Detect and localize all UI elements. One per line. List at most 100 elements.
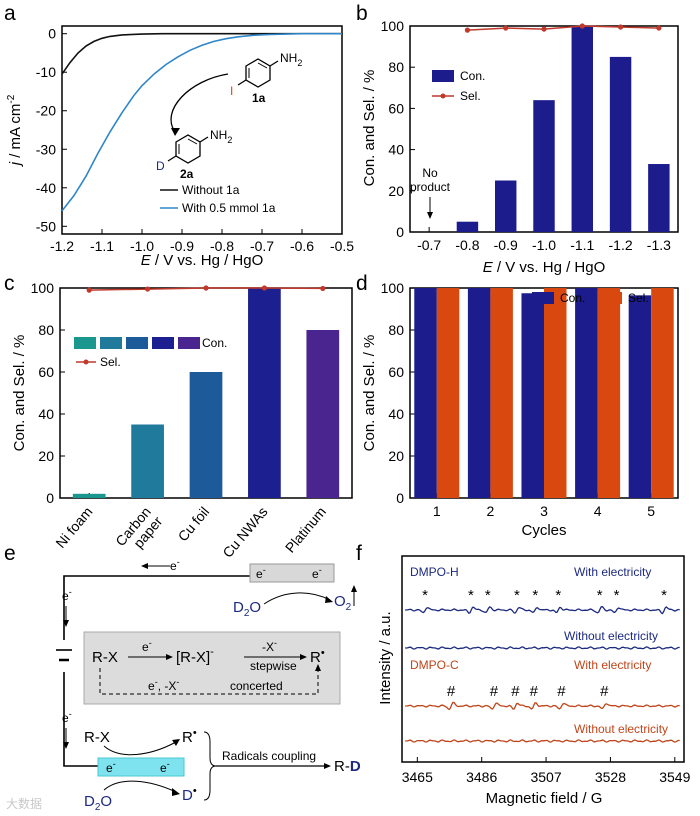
spectrum-dmpo-h-with-peak-marker: * xyxy=(514,587,520,604)
panel-b-sel-point xyxy=(464,27,471,33)
panel-b-sel-point xyxy=(579,23,585,29)
panel-c-ytick-label: 80 xyxy=(38,322,54,338)
panel-c-category-line: Cu foil xyxy=(175,504,213,545)
legend-label-con-b: Con. xyxy=(460,69,485,83)
panel-b-sel-point xyxy=(656,25,662,31)
spectrum-dmpo-c-without xyxy=(405,739,680,743)
panel-a-xtick-label: -0.6 xyxy=(290,238,314,254)
o2-gas-arrow-head xyxy=(351,585,357,592)
panel-a-ytick-label: -30 xyxy=(36,141,56,157)
panel-c-category-label: Ni foam xyxy=(52,504,95,551)
panel-b-category-label: -1.2 xyxy=(609,237,633,253)
legend-marker-sel-b xyxy=(440,93,446,99)
legend-label-sel-c: Sel. xyxy=(100,355,121,369)
panel-letter-e: e xyxy=(4,542,16,565)
spectrum-dmpo-h-with-peak-marker: * xyxy=(614,587,620,604)
panel-d-ytick-label: 20 xyxy=(388,448,404,464)
spectrum-dmpo-c-with-peak-marker: # xyxy=(490,683,499,700)
panel-d-bar-con xyxy=(414,288,437,498)
reaction-arrow-head xyxy=(171,128,180,136)
coupling-arrow-head xyxy=(324,763,331,769)
electron-label-left-1: e- xyxy=(62,587,72,603)
panel-d-ytick-label: 100 xyxy=(381,280,405,296)
panel-c-ytick-label: 0 xyxy=(46,490,54,506)
panel-b-chart: 0 20 40 60 80 100 -0.7 -0.8 -0.9 -1.0 -1.1 -1.2 -1.3… xyxy=(361,18,679,276)
spectrum-dmpo-h-with-peak-marker: * xyxy=(468,587,474,604)
legend-swatch-sel-d xyxy=(600,292,622,304)
mechanism-box xyxy=(83,631,341,705)
panel-d-bar-con xyxy=(628,295,652,498)
panel-b-bar-con xyxy=(609,56,632,233)
anode-electrode xyxy=(249,563,335,583)
panel-c-category-label: Carbonpaper xyxy=(112,503,165,558)
panel-a-xtick-label: -1.0 xyxy=(130,238,154,254)
label-h-without: Without electricity xyxy=(564,629,658,643)
cathode-electron-right: e- xyxy=(160,759,170,775)
spectrum-dmpo-c-with-peak-marker: # xyxy=(447,683,456,700)
panel-b-ytick-label: 100 xyxy=(381,18,405,34)
panel-c-bar-con xyxy=(72,493,106,498)
spectrum-dmpo-h-with-peak-marker: * xyxy=(597,587,603,604)
legend-swatch-con-c xyxy=(74,337,96,349)
spectrum-dmpo-c-with-peak-marker: # xyxy=(557,683,566,700)
panel-f-xtick-label: 3528 xyxy=(595,769,626,785)
legend-swatch-con-c xyxy=(126,337,148,349)
legend-label-con-c: Con. xyxy=(202,336,227,350)
panel-a-xtick-label: -0.9 xyxy=(170,238,194,254)
watermark: 大数据 xyxy=(6,796,42,811)
molecule-2a-deut: D xyxy=(156,159,165,173)
panel-c-bar-con xyxy=(248,288,281,498)
electron-arrow-top-head xyxy=(141,563,148,569)
panel-c-category-line: Ni foam xyxy=(52,504,95,551)
molecule-2a-label: 2a xyxy=(180,167,194,181)
label-c-with: With electricity xyxy=(574,658,651,672)
panel-c-sel-point xyxy=(261,285,267,291)
spectrum-dmpo-c-with-peak-marker: # xyxy=(511,683,520,700)
panel-letter-c: c xyxy=(4,272,15,295)
no-product-line1: No xyxy=(422,166,438,180)
mech-concerted-path xyxy=(99,668,319,695)
panel-f-ylabel: Intensity / a.u. xyxy=(377,611,394,704)
panel-b-bar-con xyxy=(494,180,517,232)
spectrum-dmpo-h-with-peak-marker: * xyxy=(661,587,667,604)
panel-b-bar-con xyxy=(648,164,670,232)
panel-c-category-label: Platinum xyxy=(282,504,329,556)
panel-c-category-line: Platinum xyxy=(282,504,329,556)
panel-d-bar-sel xyxy=(436,288,460,498)
panel-c-sel-point xyxy=(320,285,326,292)
label-dmpo-c: DMPO-C xyxy=(410,658,459,672)
panel-b-category-label: -1.1 xyxy=(570,237,594,253)
label-dmpo-h: DMPO-H xyxy=(410,565,459,579)
panel-a-ylabel-var: j xyxy=(7,161,24,167)
panel-c-ylabel: Con. and Sel. / % xyxy=(11,335,28,452)
panel-d-category-label: 3 xyxy=(540,503,548,519)
coupling-product: R-D xyxy=(334,758,361,775)
panel-a-xtick-label: -0.7 xyxy=(250,238,274,254)
panel-b-sel-point xyxy=(541,26,547,32)
panel-b-ytick-label: 60 xyxy=(388,100,404,116)
panel-letter-a: a xyxy=(4,2,16,25)
panel-b-ytick-label: 20 xyxy=(388,183,404,199)
panel-c-bar-con xyxy=(131,424,164,498)
panel-e-scheme: e- e- e- e- e- D2O O2 R-X e- [R-X]- -X- … xyxy=(56,557,361,813)
molecule-1a: NH2 I 1a xyxy=(230,51,302,105)
panel-d-bar-con xyxy=(467,288,491,498)
spectrum-dmpo-h-with xyxy=(405,606,680,615)
anode-d2o: D2O xyxy=(233,599,261,619)
mech-concerted: concerted xyxy=(230,679,283,693)
panel-d-ytick-label: 40 xyxy=(388,406,404,422)
spectrum-dmpo-c-with-peak-marker: # xyxy=(600,683,609,700)
panel-c-ytick-label: 60 xyxy=(38,364,54,380)
panel-b-category-label: -1.0 xyxy=(532,237,556,253)
mech-stepwise: stepwise xyxy=(250,659,297,673)
mech-concerted-label: e-, -X- xyxy=(148,677,179,693)
panel-d-category-label: 4 xyxy=(594,503,602,519)
cathode-arrow-lower-head xyxy=(172,788,180,796)
label-c-without: Without electricity xyxy=(574,722,668,736)
panel-a-xlabel-var: E xyxy=(141,252,152,269)
panel-b-xlabel: E / V vs. Hg / HgO xyxy=(483,259,606,276)
mech-rx: R-X xyxy=(92,649,118,666)
panel-a-xlabel: E / V vs. Hg / HgO xyxy=(141,252,264,269)
panel-a-ytick-label: -10 xyxy=(36,64,56,80)
